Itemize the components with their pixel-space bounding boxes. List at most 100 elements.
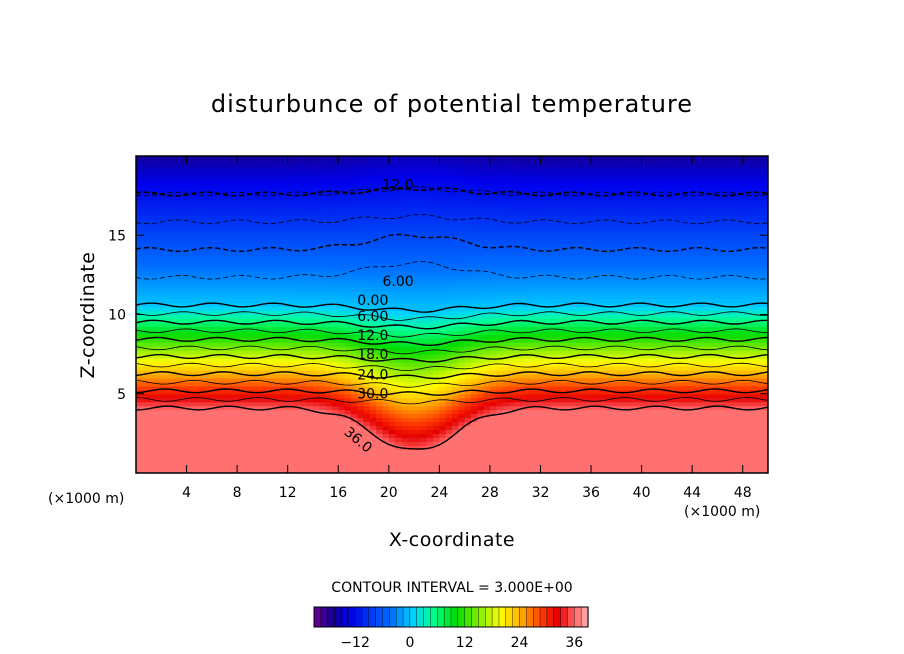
field-cell [502,401,510,407]
field-cell [319,156,327,161]
field-cell [287,389,295,395]
field-cell [527,433,535,438]
field-cell [306,417,314,423]
field-cell [515,298,523,304]
field-cell [350,227,358,232]
field-cell [268,338,276,343]
field-cell [287,191,295,197]
field-cell [338,294,346,300]
field-cell [268,417,276,423]
field-cell [401,175,409,181]
field-cell [414,175,421,181]
field-cell [148,163,156,169]
field-cell [180,235,188,240]
field-cell [186,417,194,423]
field-cell [148,409,156,415]
field-cell [192,358,200,363]
field-cell [186,469,194,473]
field-cell [262,239,270,244]
field-cell [173,163,181,169]
field-cell [148,156,156,161]
field-cell [136,294,143,300]
field-cell [433,179,440,185]
field-cell [306,409,314,415]
field-cell [300,369,308,375]
field-cell [312,179,320,185]
field-cell [433,266,440,272]
field-cell [433,346,440,351]
field-cell [268,231,276,236]
field-cell [167,338,175,343]
field-cell [186,362,194,367]
field-cell [357,270,365,276]
field-cell [477,334,485,339]
field-cell [496,274,504,280]
field-cell [445,393,453,399]
field-cell [136,417,143,423]
field-cell [458,417,466,423]
field-cell [312,298,320,304]
field-cell [180,183,188,189]
field-cell [445,215,453,220]
field-cell [262,167,270,173]
field-cell [256,350,263,355]
field-cell [401,342,409,347]
field-cell [527,330,535,335]
field-cell [237,203,245,209]
field-cell [407,187,415,193]
field-cell [136,211,143,217]
field-cell [433,381,440,387]
field-cell [211,199,219,205]
field-cell [148,235,156,240]
field-cell [407,207,415,213]
field-cell [230,421,238,427]
field-cell [344,259,352,264]
field-cell [161,167,169,173]
field-cell [287,342,295,347]
field-cell [388,207,396,213]
field-cell [224,183,232,189]
field-cell [142,235,150,240]
field-cell [136,310,143,316]
field-cell [136,243,143,248]
field-cell [350,445,358,450]
field-cell [470,314,478,320]
field-cell [306,195,314,201]
field-cell [357,278,365,284]
field-cell [173,318,181,324]
field-cell [521,453,529,458]
field-cell [211,409,219,415]
field-cell [388,338,396,343]
field-cell [382,449,390,454]
field-cell [161,179,169,185]
field-cell [426,369,434,375]
field-cell [237,239,245,244]
field-cell [470,306,478,312]
field-cell [483,179,491,185]
field-cell [148,306,156,312]
field-cell [268,437,276,442]
field-cell [154,306,162,312]
field-cell [426,401,434,407]
field-cell [439,251,447,256]
field-cell [414,195,421,201]
field-cell [458,255,466,260]
field-cell [136,409,143,415]
field-cell [502,270,510,276]
field-cell [180,441,188,446]
field-cell [312,457,320,462]
field-cell [464,266,472,272]
field-cell [161,278,169,284]
field-cell [136,163,143,169]
field-cell [205,334,213,339]
field-cell [521,389,529,395]
field-cell [256,251,263,256]
field-cell [211,457,219,462]
field-cell [489,199,497,205]
field-cell [230,191,238,197]
field-cell [369,465,377,470]
field-cell [496,449,504,454]
field-cell [256,461,263,466]
field-cell [287,227,295,232]
field-cell [502,187,510,193]
